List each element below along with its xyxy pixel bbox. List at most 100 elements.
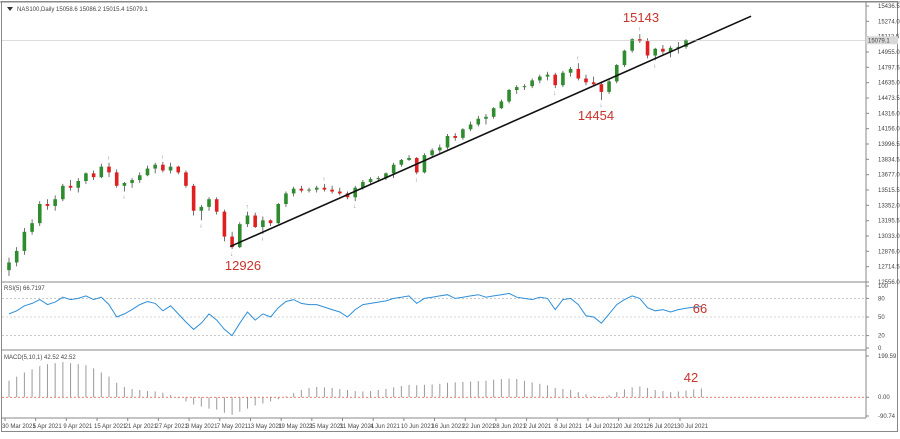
candle-body xyxy=(276,204,281,224)
fractal-up-marker: ↑ xyxy=(107,156,110,162)
candle-body xyxy=(645,41,650,56)
candle-body xyxy=(653,48,658,56)
rsi-tick-label: 0 xyxy=(878,346,882,352)
candle-body xyxy=(268,220,273,224)
candle-body xyxy=(507,89,511,102)
candle-body xyxy=(214,199,219,212)
candle-body xyxy=(322,187,327,190)
candle-body xyxy=(476,118,481,125)
current-price-label: 15079.1 xyxy=(868,38,890,44)
date-tick-label: 10 Jun 2021 xyxy=(401,424,435,430)
candle-body xyxy=(68,185,73,188)
trendline-segment xyxy=(229,15,752,248)
macd-tick-label: 0.00 xyxy=(878,395,890,401)
price-tick-label: 15274.0 xyxy=(878,19,900,25)
candle-body xyxy=(576,68,581,79)
candle-body xyxy=(53,199,57,206)
main-panel-title: NAS100,Daily 15058.6 15086.2 15015.4 150… xyxy=(17,7,148,13)
candle-body xyxy=(630,39,634,51)
candle-body xyxy=(291,188,296,194)
candle-body xyxy=(191,185,196,211)
price-tick-label: 14473.5 xyxy=(878,96,900,102)
trendline[interactable] xyxy=(229,15,752,248)
rsi-tick-label: 100 xyxy=(878,284,889,290)
candle-body xyxy=(7,262,11,271)
candle-body xyxy=(368,179,373,182)
annotation-macd-value: 42 xyxy=(684,370,698,385)
date-tick-label: 27 Apr 2021 xyxy=(155,424,188,430)
date-tick-label: 30 Mar 2021 xyxy=(2,424,36,430)
date-tick-label: 9 Apr 2021 xyxy=(63,424,93,430)
rsi-tick-label: 80 xyxy=(878,296,885,302)
candle-body xyxy=(199,206,204,211)
date-tick-label: 13 May 2021 xyxy=(247,424,282,430)
symbol-dropdown-icon[interactable] xyxy=(7,7,13,11)
date-tick-label: 21 Apr 2021 xyxy=(125,424,158,430)
price-tick-label: 15436.5 xyxy=(878,4,900,10)
price-tick-label: 14156.0 xyxy=(878,127,900,133)
candle-body xyxy=(376,178,381,180)
candle-body xyxy=(222,211,227,237)
fractal-down-marker: ↓ xyxy=(553,91,556,97)
price-tick-label: 14635.0 xyxy=(878,81,900,87)
candle-body xyxy=(338,191,342,194)
date-tick-label: 7 May 2021 xyxy=(217,424,249,430)
rsi-axis: 100 80 50 20 0 xyxy=(866,284,889,352)
chart-frame xyxy=(1,1,898,432)
candle-body xyxy=(599,84,604,92)
fractal-down-marker: ↓ xyxy=(415,177,418,183)
date-tick-label: 22 Jun 2021 xyxy=(462,424,496,430)
candle-body xyxy=(668,47,673,52)
candle-body xyxy=(37,204,42,224)
date-tick-label: 30 Jul 2021 xyxy=(677,424,709,430)
candle-body xyxy=(107,166,111,173)
macd-histogram xyxy=(8,362,702,415)
fractal-up-marker: ↑ xyxy=(576,56,579,62)
fractal-down-marker: ↓ xyxy=(353,204,356,210)
price-tick-label: 12556.0 xyxy=(878,280,900,286)
candle-body xyxy=(299,188,304,191)
rsi-tick-label: 50 xyxy=(878,315,885,321)
candle-body xyxy=(545,74,550,77)
candle-body xyxy=(30,223,34,232)
candle-body xyxy=(438,147,442,151)
candlestick-series xyxy=(7,34,688,276)
candle-body xyxy=(468,124,473,130)
candle-body xyxy=(314,187,319,190)
candle-body xyxy=(184,172,188,186)
current-price-tag xyxy=(866,36,898,45)
candle-body xyxy=(553,74,558,86)
candle-body xyxy=(14,250,19,263)
candle-body xyxy=(114,172,119,186)
candle-body xyxy=(22,231,27,251)
price-tick-label: 14797.5 xyxy=(878,65,900,71)
candle-body xyxy=(430,150,434,156)
price-tick-label: 12714.5 xyxy=(878,265,900,271)
date-tick-label: 16 Jun 2021 xyxy=(432,424,466,430)
fractal-up-marker: ↑ xyxy=(322,177,325,183)
rsi-tick-label: 20 xyxy=(878,334,885,340)
date-tick-label: 8 Jul 2021 xyxy=(554,424,582,430)
candle-body xyxy=(45,204,50,206)
candle-body xyxy=(530,80,534,87)
fractal-up-marker: ↑ xyxy=(161,155,164,161)
candle-body xyxy=(461,129,465,138)
price-tick-label: 13996.5 xyxy=(878,142,900,148)
candle-body xyxy=(676,46,681,48)
candle-body xyxy=(168,166,173,171)
fractal-down-marker: ↓ xyxy=(230,252,233,258)
date-tick-label: 31 May 2021 xyxy=(340,424,375,430)
fractal-up-marker: ↑ xyxy=(245,205,248,211)
price-tick-label: 13033.0 xyxy=(878,234,900,240)
fractal-down-marker: ↓ xyxy=(199,223,202,229)
annotation-low: 12926 xyxy=(225,258,261,273)
rsi-panel-title: RSI(5) 66.7197 xyxy=(4,286,45,292)
price-tick-label: 14316.0 xyxy=(878,111,900,117)
candle-body xyxy=(684,40,688,47)
macd-tick-label: 199.59 xyxy=(878,354,897,360)
candle-body xyxy=(207,199,211,207)
fractal-markers: ↑ ↓ ↑ ↓ ↓ ↑ ↓ ↑ ↓ ↓ ↓ ↑ ↓ ↑ ↓ xyxy=(107,27,656,258)
